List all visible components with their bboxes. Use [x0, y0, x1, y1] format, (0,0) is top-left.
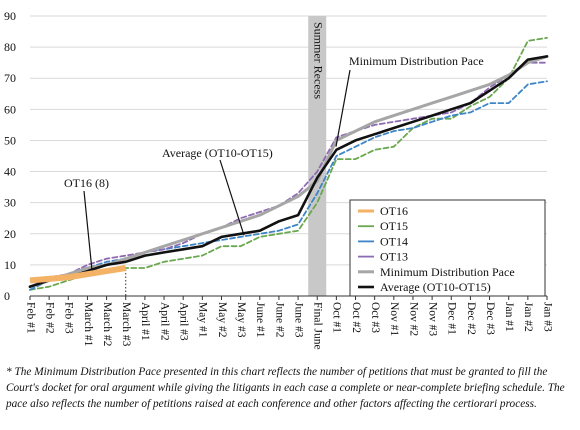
x-tick-label: Dec #2: [465, 302, 477, 335]
y-tick-label: 70: [4, 71, 16, 85]
x-tick-label: Feb #1: [24, 302, 36, 334]
x-tick-label: May #3: [235, 302, 247, 338]
x-tick-label: Dec #1: [446, 302, 458, 335]
y-tick-label: 90: [4, 9, 16, 23]
y-tick-label: 30: [4, 196, 16, 210]
x-tick-label: Final June: [312, 302, 324, 350]
annotation-min-pace: Minimum Distribution Pace: [349, 54, 484, 68]
legend-label: Average (OT10-OT15): [380, 280, 491, 294]
x-tick-label: Oct #1: [331, 302, 343, 333]
x-tick-label: March #3: [120, 302, 132, 347]
x-tick-label: April #3: [178, 302, 190, 341]
legend-label: OT15: [380, 219, 408, 233]
x-tick-label: May #1: [197, 302, 209, 338]
x-tick-label: March #2: [101, 302, 113, 347]
x-tick-label: June #3: [292, 302, 304, 338]
x-tick-label: Dec #3: [484, 302, 496, 335]
x-tick-label: Feb #2: [44, 302, 56, 334]
series-line-minimum-distribution-pace: [28, 54, 549, 289]
footnote: * The Minimum Distribution Pace presente…: [6, 366, 565, 410]
legend-box: [349, 199, 546, 297]
x-tick-label: Oct #2: [350, 302, 362, 333]
x-tick-label: June #2: [273, 302, 285, 338]
x-tick-label: Nov #1: [388, 302, 400, 336]
legend-label: OT14: [380, 234, 408, 248]
summer-recess-label: Summer Recess: [311, 22, 325, 99]
y-tick-label: 0: [4, 289, 10, 303]
legend-label: OT13: [380, 250, 408, 264]
x-tick-label: April #1: [139, 302, 151, 341]
x-tick-label: Nov #3: [426, 302, 438, 336]
series-line-ot16: [29, 265, 127, 284]
y-tick-label: 10: [4, 258, 16, 272]
x-tick-label: Nov #2: [407, 302, 419, 336]
y-tick-label: 80: [4, 40, 16, 54]
annotation-ot16-pointer: [83, 190, 93, 271]
x-tick-label: Jan #1: [503, 302, 515, 332]
y-tick-label: 20: [4, 227, 16, 241]
x-tick-label: March #1: [82, 302, 94, 347]
x-tick-label: June #1: [254, 302, 266, 338]
legend-label: Minimum Distribution Pace: [380, 265, 515, 279]
y-tick-label: 50: [4, 133, 16, 147]
summer-recess-band: [308, 16, 327, 296]
x-tick-label: Jan #3: [541, 302, 553, 332]
annotation-ot16: OT16 (8): [64, 176, 109, 190]
annotation-average: Average (OT10-OT15): [162, 146, 273, 160]
x-tick-label: Oct #3: [369, 302, 381, 333]
chart-area: 0 10 20 30 40 50 60 70 80 90 Summer Recess Feb #1 Fe…: [4, 9, 553, 350]
y-tick-label: 40: [4, 165, 16, 179]
annotation-average-pointer: [219, 159, 245, 236]
legend-label: OT16: [380, 204, 408, 218]
annotation-min-pace-pointer: [335, 69, 351, 147]
x-tick-label: April #2: [158, 302, 170, 341]
x-tick-label: Jan #2: [522, 302, 534, 332]
y-tick-label: 60: [4, 102, 16, 116]
x-tick-label: May #2: [216, 302, 228, 338]
x-tick-label: Feb #3: [63, 302, 75, 334]
series-line-average-ot10-ot15: [28, 55, 549, 288]
